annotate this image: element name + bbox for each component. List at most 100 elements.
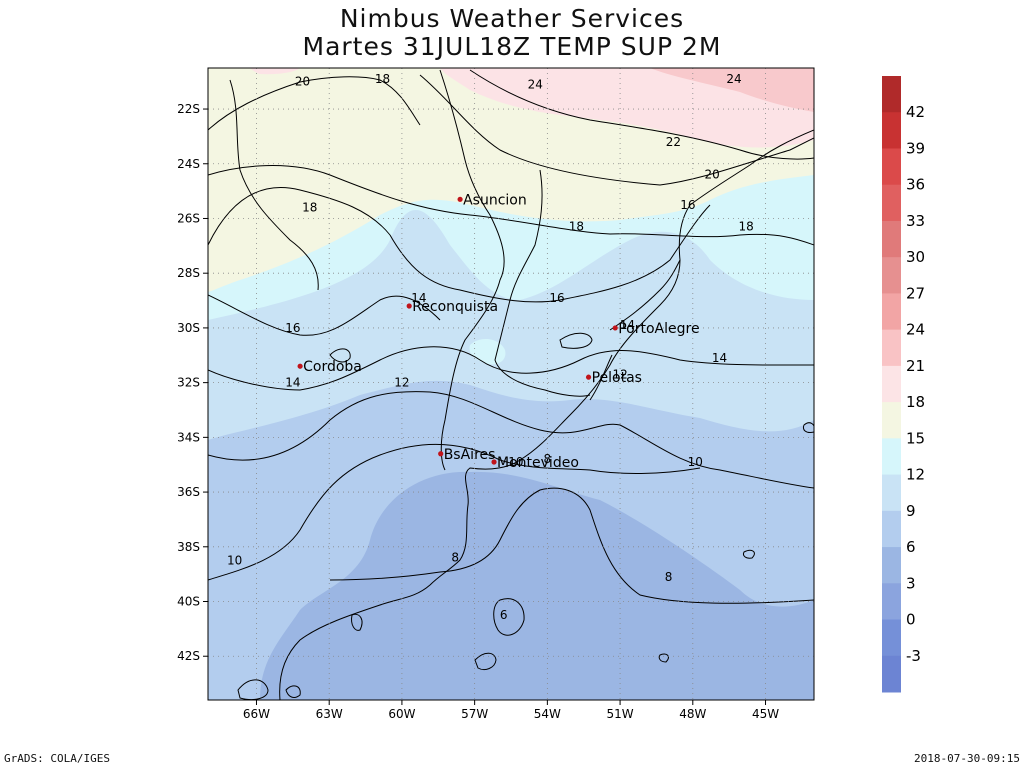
- contour-label: 10: [688, 455, 703, 469]
- colorbar-swatch: [882, 655, 901, 693]
- colorbar-swatch: [882, 293, 901, 331]
- city-marker-dot: [297, 363, 303, 369]
- city-markers: Asuncion Reconquista PortoAlegre Cordoba Pel…: [297, 192, 700, 471]
- lon-tick-label: 63W: [316, 707, 343, 721]
- contour-line: [208, 76, 421, 131]
- border-line: [494, 169, 591, 397]
- contour-label: 22: [666, 135, 681, 149]
- contour-line: [208, 165, 814, 246]
- lon-tick-label: 66W: [243, 707, 270, 721]
- lat-tick-label: 24S: [177, 157, 200, 171]
- contour-line: [208, 294, 441, 336]
- colorbar-swatch: [882, 148, 901, 186]
- colorbar-label: 9: [906, 502, 916, 520]
- contour-label: 18: [302, 201, 317, 215]
- lagoon: [589, 354, 613, 401]
- fill-island-mid: [469, 338, 506, 365]
- colorbar-swatch: [882, 365, 901, 403]
- contour-label: 12: [612, 367, 627, 381]
- software-credit: GrADS: COLA/IGES: [4, 752, 110, 765]
- contour-label: 14: [712, 351, 727, 365]
- contour-label: 20: [295, 75, 310, 89]
- lat-tick-label: 42S: [177, 649, 200, 663]
- contour-line: [208, 346, 814, 391]
- colorbar-label: 3: [906, 574, 916, 592]
- contour-label: 12: [394, 376, 409, 390]
- city-marker-dot: [406, 303, 412, 309]
- colorbar-label: 24: [906, 321, 925, 339]
- island: [658, 653, 669, 663]
- contour-label: 10: [227, 553, 242, 567]
- contour-label: 14: [285, 376, 300, 390]
- lat-tick-label: 28S: [177, 266, 200, 280]
- contour-label: 14: [411, 291, 426, 305]
- colorbar-label: 18: [906, 393, 925, 411]
- lat-tick-label: 40S: [177, 595, 200, 609]
- contour-line: [208, 186, 711, 303]
- contour-label: 10: [508, 455, 523, 469]
- colorbar-swatch: [882, 547, 901, 584]
- plot-frame: [207, 67, 815, 701]
- lon-tick-label: 57W: [461, 707, 488, 721]
- colorbar-label: 6: [906, 538, 916, 556]
- colorbar-label: 27: [906, 284, 925, 302]
- colorbar-swatch: [882, 474, 901, 512]
- colorbar-label: 21: [906, 357, 925, 375]
- contour-label: 8: [451, 551, 459, 565]
- lat-tick-label: 32S: [177, 376, 200, 390]
- lon-tick-label: 48W: [679, 707, 706, 721]
- contour-line: [493, 598, 525, 636]
- contour-line: [469, 69, 814, 160]
- lon-tick-label: 51W: [607, 707, 634, 721]
- lagoon: [609, 259, 681, 331]
- city-label: PortoAlegre: [618, 321, 699, 337]
- fill-band-high: [440, 68, 814, 148]
- fill-band-very-high: [650, 68, 814, 112]
- contour-label: 24: [726, 72, 741, 86]
- axis-ticks: 66W 63W 60W 57W 54W 51W 48W 45W 22S 24S 26S 28S 30S 3…: [177, 102, 779, 721]
- lon-tick-label: 45W: [752, 707, 779, 721]
- city-marker-dot: [491, 459, 497, 465]
- colorbar-label: 42: [906, 103, 925, 121]
- map-title: Nimbus Weather Services: [339, 4, 685, 33]
- colorbar-label: 36: [906, 176, 925, 194]
- colorbar-swatch: [882, 184, 901, 222]
- contour-line: [208, 443, 701, 581]
- colorbar-swatch: [882, 257, 901, 294]
- colorbar-swatch: [882, 619, 901, 657]
- grid-lines: [208, 68, 814, 700]
- colorbar-label: 15: [906, 429, 925, 447]
- contour-label: 16: [285, 321, 300, 335]
- contour-label: 18: [569, 220, 584, 234]
- city-marker-dot: [585, 374, 592, 380]
- island: [743, 549, 755, 559]
- colorbar-swatch: [882, 329, 901, 367]
- lat-tick-label: 30S: [177, 321, 200, 335]
- colorbar-swatch: [882, 402, 901, 439]
- contour-line: [419, 74, 814, 186]
- border-line: [439, 69, 505, 471]
- coastline: [279, 129, 814, 700]
- fill-band-high-north: [250, 68, 300, 75]
- coastline-layer: [229, 69, 814, 700]
- colorbar-label: 30: [906, 248, 925, 266]
- contour-label: 8: [665, 570, 673, 584]
- island: [285, 685, 301, 698]
- lat-tick-label: 26S: [177, 211, 200, 225]
- city-label: Reconquista: [412, 299, 498, 315]
- border-line: [229, 79, 319, 291]
- lat-tick-label: 22S: [177, 102, 200, 116]
- run-timestamp: 2018-07-30-09:15: [914, 752, 1020, 765]
- contour-label: 18: [375, 72, 390, 86]
- lon-tick-label: 54W: [534, 707, 561, 721]
- colorbar-swatch: [882, 220, 901, 258]
- island: [351, 613, 363, 631]
- lat-tick-label: 34S: [177, 430, 200, 444]
- colorbar-swatch: [882, 112, 901, 149]
- island: [803, 422, 814, 433]
- city-marker-dot: [438, 451, 444, 457]
- colorbar-swatch: [882, 510, 901, 548]
- lat-tick-label: 38S: [177, 540, 200, 554]
- temperature-fill-layer: [208, 68, 814, 700]
